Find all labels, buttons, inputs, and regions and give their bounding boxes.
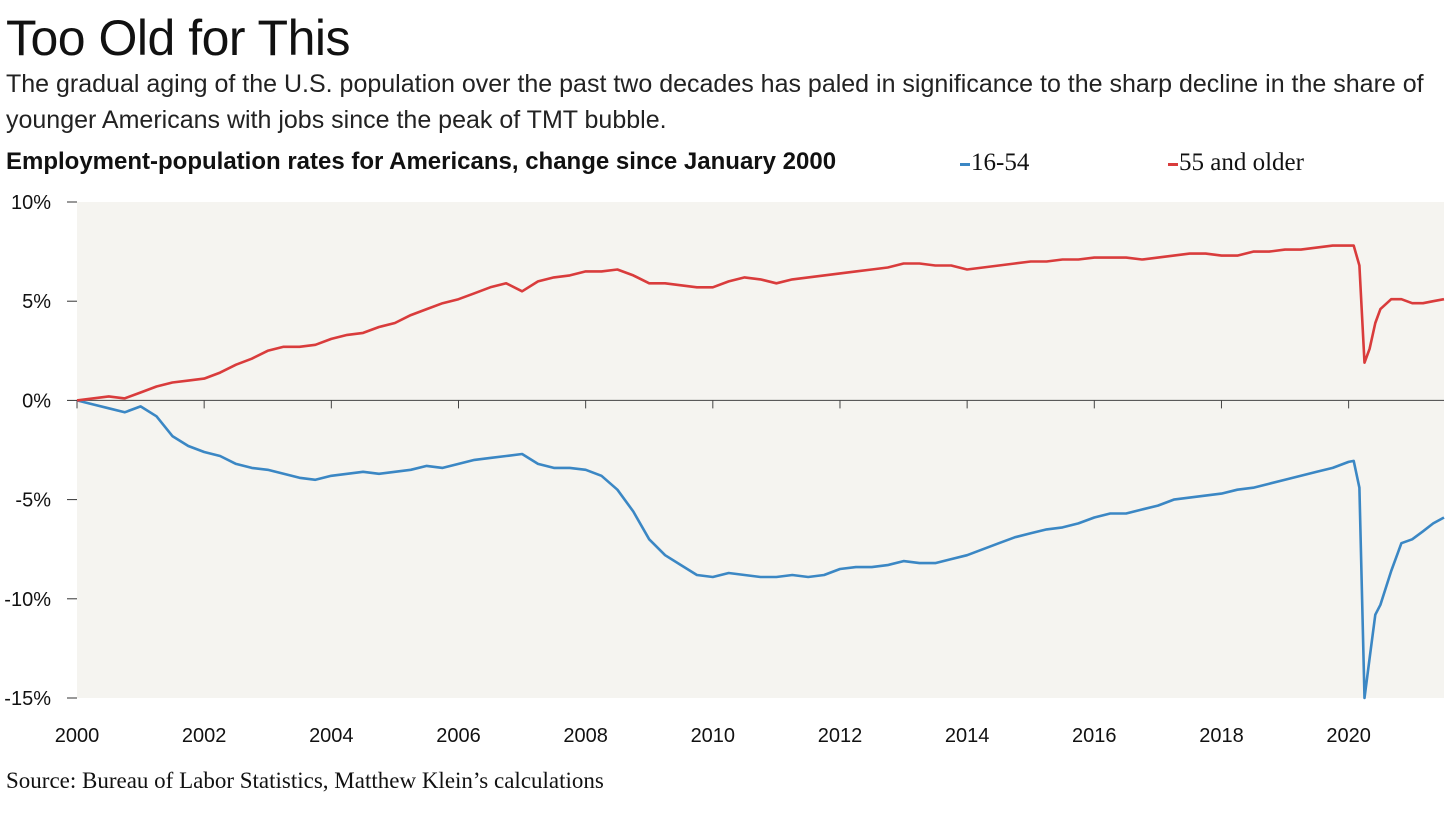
x-tick-label: 2018 (1199, 725, 1244, 747)
legend-swatch-16-54 (960, 162, 970, 166)
y-tick-label: -5% (15, 490, 51, 512)
x-tick-label: 2002 (182, 725, 227, 747)
legend-item-55-and-older: 55 and older (1168, 148, 1304, 178)
x-tick-label: 2016 (1072, 725, 1117, 747)
y-tick-label: 0% (22, 390, 51, 412)
series-line-55-and-older (76, 244, 1445, 402)
line-chart: 10% 5% 0% -5% -10% -15%2000 2002 2004 2006 2008 20… (4, 192, 1445, 747)
y-tick-label: -10% (4, 589, 51, 611)
legend-label-55-and-older: 55 and older (1179, 149, 1304, 176)
page-title: Too Old for This (6, 10, 351, 66)
y-tick-label: 5% (22, 291, 51, 313)
x-tick-label: 2014 (945, 725, 990, 747)
x-tick-label: 2008 (563, 725, 608, 747)
page-subtitle: The gradual aging of the U.S. population… (6, 70, 1424, 134)
axis-ticks (67, 201, 1444, 699)
chart-title: Employment-population rates for American… (6, 148, 837, 175)
plot-background (77, 202, 1444, 698)
legend-swatch-55-and-older (1168, 162, 1178, 166)
x-tick-label: 2020 (1326, 725, 1371, 747)
series-line-16-54 (76, 399, 1445, 700)
legend-label-16-54: 16-54 (971, 149, 1030, 176)
x-tick-label: 2006 (436, 725, 481, 747)
x-tick-label: 2010 (691, 725, 736, 747)
x-tick-label: 2000 (55, 725, 100, 747)
tick-labels: 10% 5% 0% -5% -10% -15%2000 2002 2004 2006 2008 20… (4, 192, 1371, 747)
legend-item-16-54: 16-54 (960, 148, 1029, 178)
y-tick-label: -15% (4, 688, 51, 710)
series-lines (76, 244, 1445, 700)
x-tick-label: 2004 (309, 725, 354, 747)
source-note: Source: Bureau of Labor Statistics, Matt… (6, 768, 604, 793)
x-tick-label: 2012 (818, 725, 863, 747)
y-tick-label: 10% (11, 192, 51, 214)
